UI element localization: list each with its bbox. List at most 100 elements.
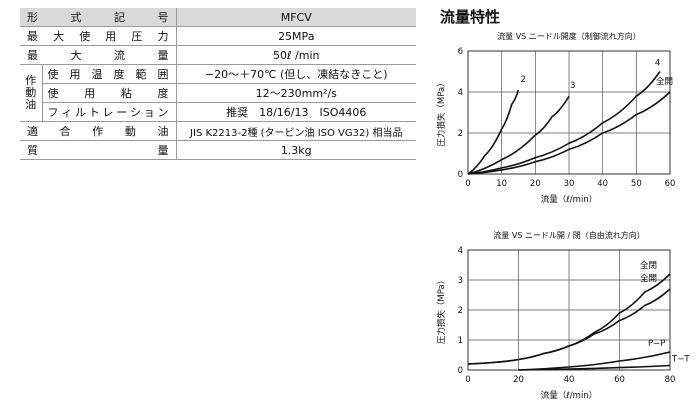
label-char: 用 bbox=[84, 87, 96, 100]
series-label: 全開 bbox=[656, 76, 673, 87]
y-tick-label: 2 bbox=[458, 306, 463, 316]
label-char: 用 bbox=[105, 30, 117, 43]
spec-label-text: 最大使用圧力 bbox=[23, 28, 173, 44]
spec-header-row: 形 式 記 号 MFCV bbox=[20, 8, 416, 27]
label-char: 油 bbox=[157, 125, 169, 138]
spec-row: 最 大 使 用 圧 力 25MPa bbox=[20, 26, 416, 46]
spec-label: 使用粘度 bbox=[42, 83, 177, 103]
label-char: 粘 bbox=[120, 87, 132, 100]
label-char: ー bbox=[116, 106, 128, 119]
label-char: ト bbox=[88, 106, 100, 119]
spec-label: 最大流量 bbox=[20, 45, 177, 65]
spec-header-value: MFCV bbox=[176, 8, 416, 27]
series-label: T−T bbox=[671, 355, 690, 365]
label-char: 形 bbox=[27, 11, 38, 24]
spec-row: 作動油 使用温度範囲 −20〜＋70℃ (但し、凍結なきこと) bbox=[20, 64, 416, 122]
x-tick-label: 40 bbox=[597, 179, 608, 189]
label-char: 用 bbox=[69, 68, 81, 81]
y-axis-label: 圧力損失（MPa） bbox=[436, 276, 447, 344]
series-line bbox=[467, 91, 671, 175]
label-char: 使 bbox=[47, 87, 59, 100]
chart-needle-open-close: 流量 VS ニードル開 / 閉（自由流れ方向） 0 20 40 60 80 0 1 2 3 4 流量（… bbox=[436, 230, 690, 401]
spec-label: 最大使用圧力 bbox=[20, 26, 177, 46]
label-char: 適 bbox=[27, 125, 38, 138]
spec-label: フィルトレーション bbox=[42, 102, 177, 122]
x-tick-label: 60 bbox=[665, 179, 676, 189]
spec-label: 質量 bbox=[20, 140, 177, 160]
spec-value: 推奨 18/16/13 ISO4406 bbox=[176, 102, 416, 122]
x-tick-label: 40 bbox=[564, 375, 575, 385]
x-tick-label: 60 bbox=[614, 375, 625, 385]
x-tick-label: 50 bbox=[631, 179, 642, 189]
x-tick-label: 20 bbox=[513, 375, 524, 385]
label-char: 大 bbox=[53, 30, 65, 43]
spec-label-text: 質量 bbox=[23, 142, 173, 158]
y-tick-label: 0 bbox=[458, 366, 463, 376]
label-char: 号 bbox=[157, 11, 169, 24]
y-tick-label: 2 bbox=[458, 129, 463, 139]
spec-value: 25MPa bbox=[176, 26, 416, 46]
spec-value: 50ℓ /min bbox=[176, 45, 416, 65]
series-line bbox=[518, 364, 671, 371]
label-char: 動 bbox=[124, 125, 136, 138]
group-label-char: 油 bbox=[25, 98, 37, 111]
series-line bbox=[467, 288, 671, 365]
spec-label-text: 適合作動油 bbox=[23, 123, 173, 139]
spec-value: −20〜＋70℃ (但し、凍結なきこと) bbox=[176, 64, 416, 84]
label-char: シ bbox=[130, 106, 141, 119]
label-char: 作 bbox=[92, 125, 104, 138]
label-char: 使 bbox=[47, 68, 59, 81]
label-char: 質 bbox=[27, 144, 38, 157]
y-tick-label: 4 bbox=[458, 88, 463, 98]
label-char: 大 bbox=[70, 49, 82, 62]
spec-label-text: 形式記号 bbox=[23, 9, 173, 25]
spec-label-text: フィルトレーション bbox=[46, 104, 173, 120]
spec-value: 12〜230mm²/s bbox=[176, 83, 416, 103]
label-char: 範 bbox=[135, 68, 147, 81]
label-char: ル bbox=[75, 106, 86, 119]
spec-label-text: 使用温度範囲 bbox=[46, 66, 173, 82]
oil-group-text: 作動油 bbox=[20, 75, 42, 111]
label-char: 量 bbox=[157, 144, 169, 157]
label-char: 最 bbox=[27, 49, 38, 62]
chart-title: 流量 VS ニードル開 / 閉（自由流れ方向） bbox=[493, 230, 644, 240]
label-char: 使 bbox=[79, 30, 91, 43]
y-axis-label: 圧力損失（MPa） bbox=[436, 78, 447, 146]
plot-frame bbox=[467, 50, 671, 175]
spec-row: フィルトレーション 推奨 18/16/13 ISO4406 bbox=[20, 102, 416, 122]
spec-row: 最 大 流 量 50ℓ /min bbox=[20, 45, 416, 65]
spec-label-text: 使用粘度 bbox=[46, 85, 173, 101]
spec-label-text: 最大流量 bbox=[23, 47, 173, 63]
spec-row: 使 用 粘 度 12〜230mm²/s bbox=[20, 83, 416, 103]
label-char: 力 bbox=[157, 30, 169, 43]
x-tick-label: 0 bbox=[465, 179, 470, 189]
x-tick-label: 10 bbox=[496, 179, 507, 189]
spec-label: 使用温度範囲 bbox=[42, 64, 177, 84]
label-char: 式 bbox=[70, 11, 82, 24]
series-label: 全開 bbox=[640, 273, 657, 284]
label-char: ィ bbox=[61, 106, 73, 119]
y-tick-label: 3 bbox=[458, 276, 463, 286]
series-label: 4 bbox=[655, 59, 660, 69]
label-char: ン bbox=[157, 106, 169, 119]
x-tick-label: 0 bbox=[465, 375, 470, 385]
label-char: 温 bbox=[91, 68, 103, 81]
label-char: レ bbox=[102, 106, 114, 119]
y-tick-label: 0 bbox=[458, 170, 463, 180]
y-tick-label: 1 bbox=[458, 336, 463, 346]
series-label: 全閉 bbox=[640, 260, 657, 271]
series-line bbox=[518, 351, 671, 371]
spec-value: JIS K2213-2種 (タービン油 ISO VG32) 相当品 bbox=[176, 121, 416, 141]
series-line bbox=[467, 95, 570, 175]
x-tick-label: 30 bbox=[564, 179, 575, 189]
label-char: 圧 bbox=[131, 30, 143, 43]
series-line bbox=[467, 89, 520, 175]
series-line bbox=[467, 71, 661, 175]
group-label-char: 動 bbox=[25, 86, 37, 99]
label-char: 囲 bbox=[157, 68, 169, 81]
chart-title: 流量 VS ニードル開度（制御流れ方向） bbox=[497, 31, 641, 41]
series-label: 3 bbox=[570, 81, 575, 91]
series-label: P−P bbox=[648, 339, 665, 349]
label-char: 記 bbox=[114, 11, 125, 24]
oil-group-label: 作動油 bbox=[20, 64, 43, 122]
